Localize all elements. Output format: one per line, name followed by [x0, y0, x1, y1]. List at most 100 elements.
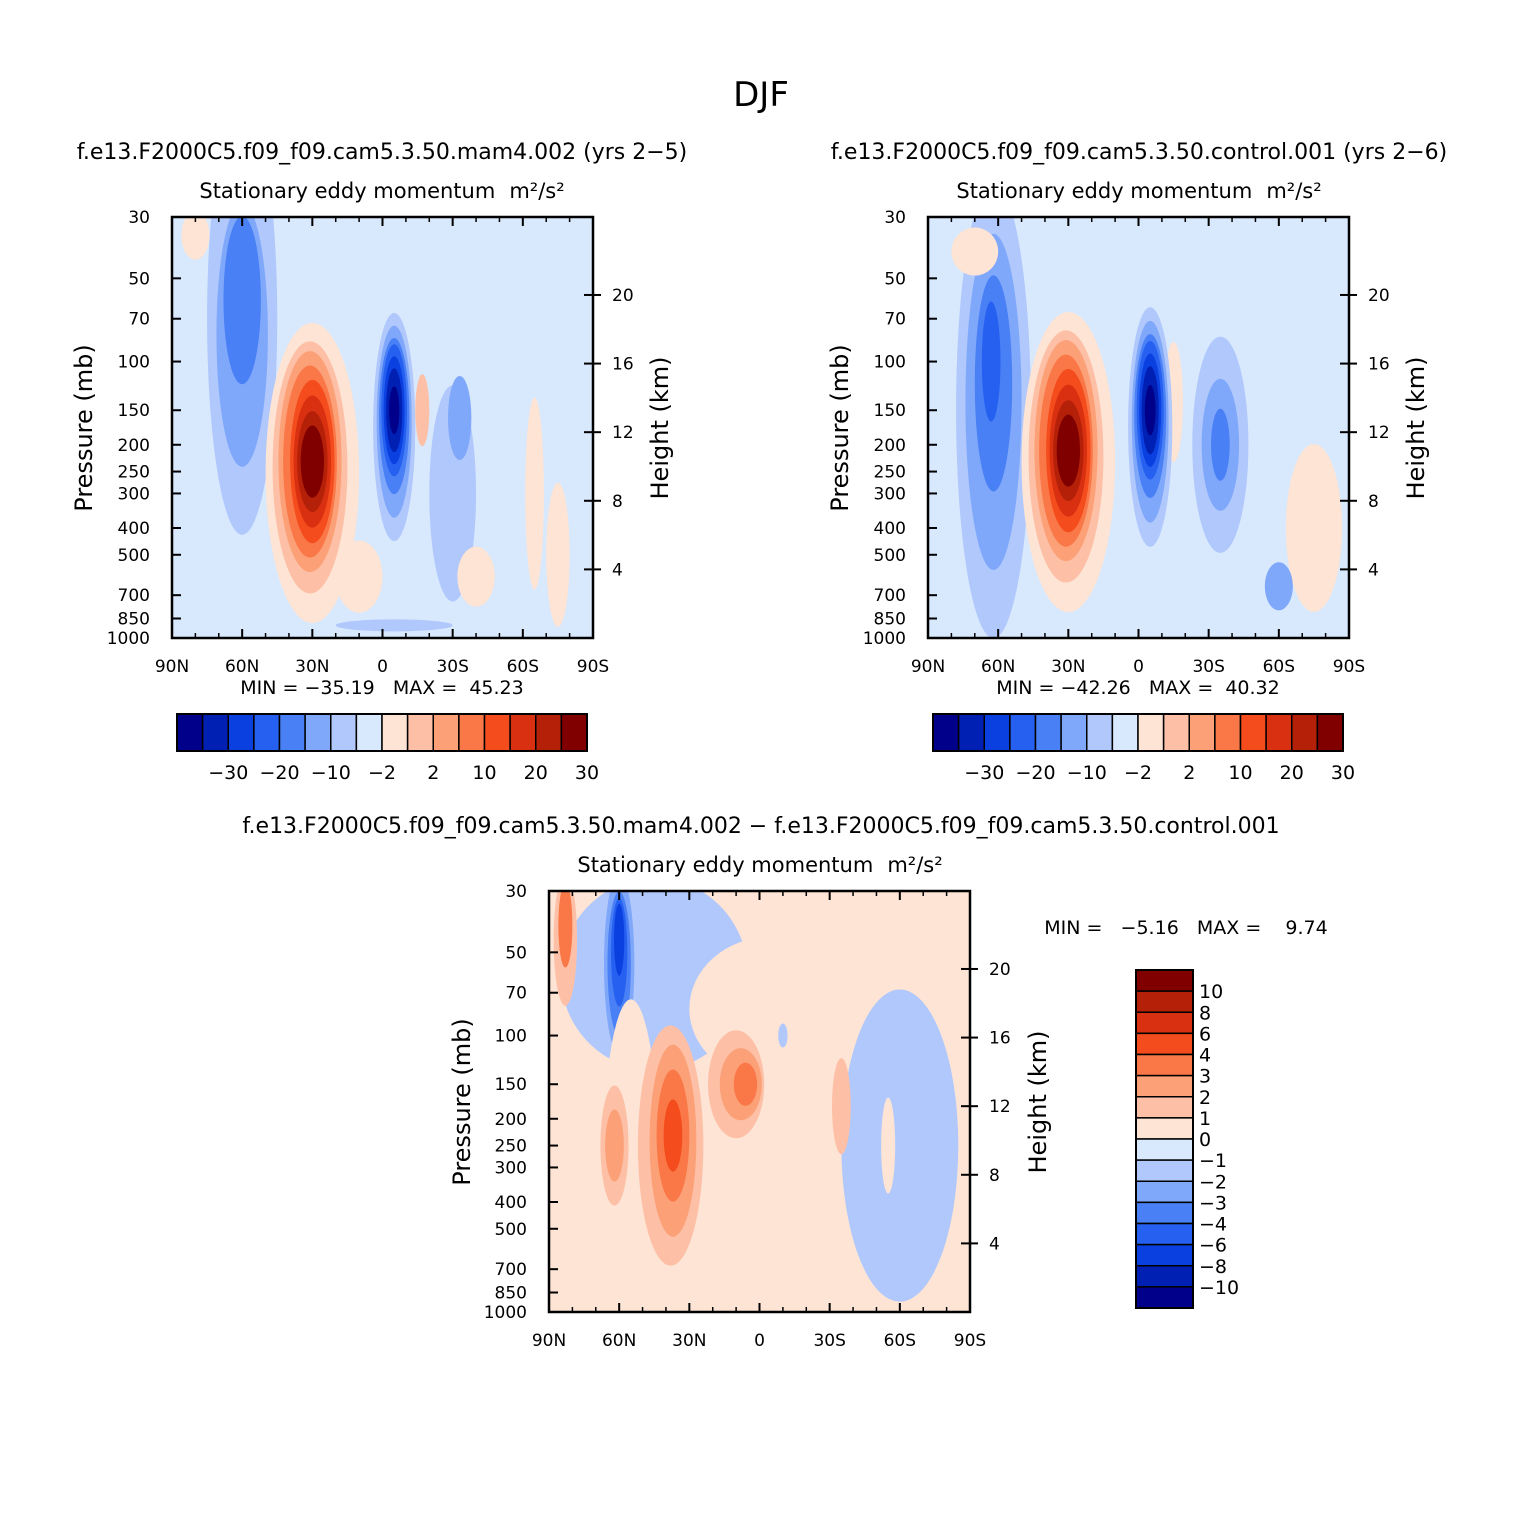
colorbar: −30 −20 −10 −2 2 10 20 30: [176, 713, 599, 784]
y-tick-label: 150: [118, 401, 150, 421]
colorbar-frame: [176, 713, 588, 752]
contour-band: [614, 903, 625, 976]
colorbar-swatch: [330, 713, 358, 752]
contour-band: [881, 1097, 896, 1194]
y2-tick-label: 20: [989, 960, 1011, 980]
colorbar-swatch: [1135, 1286, 1194, 1309]
colorbar-swatch: [483, 713, 511, 752]
y-tick-label: 500: [118, 546, 150, 566]
colorbar-label: 20: [1280, 762, 1304, 784]
contour-band: [558, 891, 573, 968]
colorbar-label: 3: [1199, 1066, 1211, 1088]
colorbar-label: 30: [1331, 762, 1355, 784]
x-tick-label: 0: [1133, 657, 1144, 677]
colorbar-label: −2: [368, 762, 396, 784]
colorbar-swatch: [1034, 713, 1062, 752]
contour-band: [733, 1062, 758, 1106]
colorbar-swatch: [406, 713, 434, 752]
y2-tick-label: 4: [989, 1234, 1000, 1254]
axes: 90N 60N 30N 0 30S 60S 90S 30 50 70 100 150 200 250300…: [484, 882, 1011, 1351]
colorbar-swatch: [1291, 713, 1319, 752]
colorbar-swatch: [1135, 1032, 1194, 1056]
x-tick-label: 30S: [436, 657, 468, 677]
contour-band: [841, 989, 959, 1302]
colorbar-label: 8: [1199, 1002, 1211, 1024]
x-tick-label: 90N: [155, 657, 189, 677]
y-tick-label: 150: [495, 1075, 527, 1095]
colorbar-swatch: [1135, 1138, 1194, 1161]
contour-band: [415, 374, 430, 447]
contour-band: [300, 425, 325, 498]
y-tick-label: 70: [884, 310, 906, 330]
contour-fill: [553, 891, 959, 1312]
colorbar-swatch: [535, 713, 563, 752]
contour-band: [457, 546, 495, 607]
contour-band: [389, 386, 400, 435]
colorbar-swatch: [1135, 1096, 1194, 1119]
colorbar-label: 1: [1199, 1108, 1211, 1130]
colorbar-swatch: [1111, 713, 1139, 752]
colorbar-label: −2: [1124, 762, 1152, 784]
y-tick-label: 400: [495, 1193, 527, 1213]
panel-subtitle: Stationary eddy momentum m²/s²: [199, 179, 564, 203]
contour-band: [832, 1058, 851, 1155]
colorbar-label: −1: [1199, 1150, 1227, 1172]
panel-subtitle: Stationary eddy momentum m²/s²: [577, 853, 942, 877]
contour-band: [1144, 385, 1156, 436]
y2-tick-label: 12: [989, 1097, 1011, 1117]
colorbar-swatch: [983, 713, 1011, 752]
contour-fill: [181, 217, 570, 632]
contour-band: [1264, 562, 1293, 611]
x-tick-label: 60N: [981, 657, 1015, 677]
colorbar-label: −30: [964, 762, 1004, 784]
x-tick-label: 30N: [672, 1331, 706, 1351]
contour-fill: [951, 217, 1342, 638]
contour-band: [447, 375, 472, 461]
plot-area: [170, 215, 595, 640]
x-tick-label: 0: [754, 1331, 765, 1351]
y-tick-label: 100: [118, 353, 150, 373]
y-tick-label: 500: [495, 1220, 527, 1240]
colorbar-swatch: [355, 713, 383, 752]
y-tick-label: 250: [495, 1137, 527, 1157]
colorbar-label: 2: [1199, 1087, 1211, 1109]
colorbar-label: −3: [1199, 1192, 1227, 1214]
x-tick-label: 90N: [532, 1331, 566, 1351]
axes: 90N 60N 30N 0 30S 60S 90S 30 50 70 100 150 200 250300…: [863, 208, 1390, 677]
y-tick-label: 250: [874, 463, 906, 483]
y2-tick-label: 20: [612, 286, 634, 306]
y-tick-label: 30: [128, 208, 150, 228]
y-tick-label: 100: [495, 1027, 527, 1047]
y2-tick-label: 12: [612, 423, 634, 443]
colorbar-label: 4: [1199, 1045, 1211, 1067]
y2-tick-label: 16: [1368, 355, 1390, 375]
panel-difference: f.e13.F2000C5.f09_f09.cam5.3.50.mam4.002…: [242, 814, 1327, 1351]
y2-tick-label: 8: [1368, 492, 1379, 512]
y-axis-title: Pressure (mb): [448, 1018, 476, 1185]
colorbar-swatch: [1135, 1201, 1194, 1225]
y-tick-label: 50: [505, 943, 527, 963]
x-tick-label: 60N: [225, 657, 259, 677]
y-tick-label: 300: [874, 484, 906, 504]
y2-axis-title: Height (km): [1024, 1031, 1052, 1174]
y-tick-label: 150: [874, 401, 906, 421]
panel-title: f.e13.F2000C5.f09_f09.cam5.3.50.mam4.002…: [242, 814, 1279, 839]
x-tick-label: 90S: [954, 1331, 986, 1351]
y-tick-label: 300: [118, 484, 150, 504]
y-tick-label: 30: [884, 208, 906, 228]
colorbar-swatch: [176, 713, 204, 752]
x-tick-label: 30S: [1192, 657, 1224, 677]
y-tick-label: 50: [128, 269, 150, 289]
colorbar-swatch: [1135, 1053, 1194, 1077]
y-tick-label: 30: [505, 882, 527, 902]
colorbar-frame: [932, 713, 1344, 752]
contour-band: [951, 227, 999, 276]
y2-tick-label: 8: [612, 492, 623, 512]
colorbar-label: −10: [311, 762, 351, 784]
colorbar-swatch: [201, 713, 229, 752]
colorbar-swatch: [278, 713, 306, 752]
y2-tick-label: 8: [989, 1166, 1000, 1186]
y-tick-label: 500: [874, 546, 906, 566]
colorbar-label: −20: [259, 762, 299, 784]
